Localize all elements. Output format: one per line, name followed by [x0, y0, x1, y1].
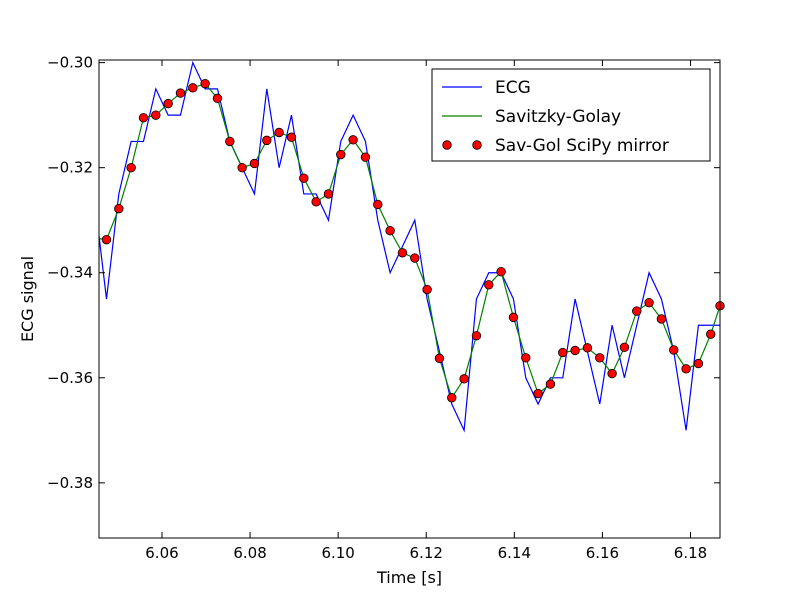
y-tick-label: −0.38: [47, 474, 93, 492]
data-point-sav-gol-scipy-mirror: [249, 158, 260, 169]
legend-label-savitzky-golay: Savitzky-Golay: [495, 107, 621, 127]
y-tick-label: −0.32: [47, 159, 93, 177]
data-point-sav-gol-scipy-mirror: [533, 388, 543, 399]
data-point-sav-gol-scipy-mirror: [138, 113, 149, 123]
x-tick-label: 6.18: [674, 544, 707, 562]
x-tick-label: 6.08: [233, 544, 266, 562]
data-point-sav-gol-scipy-mirror: [545, 379, 556, 389]
data-point-sav-gol-scipy-mirror: [237, 162, 247, 173]
data-point-sav-gol-scipy-mirror: [385, 226, 395, 236]
data-point-sav-gol-scipy-mirror: [496, 266, 506, 277]
data-point-sav-gol-scipy-mirror: [570, 345, 580, 356]
data-point-sav-gol-scipy-mirror: [607, 368, 617, 379]
data-point-sav-gol-scipy-mirror: [410, 253, 420, 263]
data-point-sav-gol-scipy-mirror: [595, 353, 605, 363]
data-point-sav-gol-scipy-mirror: [693, 358, 704, 369]
data-point-sav-gol-scipy-mirror: [225, 136, 235, 147]
y-tick-label: −0.30: [47, 54, 93, 72]
y-axis-label: ECG signal: [18, 256, 37, 342]
data-point-sav-gol-scipy-mirror: [200, 78, 210, 89]
y-tick-label: −0.36: [47, 369, 93, 387]
legend-marker-sav-gol-scipy-mirror: [472, 140, 482, 150]
legend-marker-sav-gol-scipy-mirror: [442, 140, 452, 150]
data-point-sav-gol-scipy-mirror: [619, 342, 630, 353]
data-point-sav-gol-scipy-mirror: [484, 280, 494, 290]
data-point-sav-gol-scipy-mirror: [706, 329, 716, 339]
data-point-sav-gol-scipy-mirror: [681, 364, 691, 374]
data-point-sav-gol-scipy-mirror: [632, 306, 642, 316]
data-point-sav-gol-scipy-mirror: [323, 189, 334, 199]
data-point-sav-gol-scipy-mirror: [644, 297, 654, 308]
series-line-savitzky-golay: [99, 82, 720, 400]
data-point-sav-gol-scipy-mirror: [521, 353, 531, 363]
data-point-sav-gol-scipy-mirror: [274, 127, 284, 138]
series-line-ecg: [99, 60, 720, 433]
y-tick-label: −0.34: [47, 264, 93, 282]
data-point-sav-gol-scipy-mirror: [434, 353, 445, 364]
data-point-sav-gol-scipy-mirror: [151, 110, 161, 120]
data-point-sav-gol-scipy-mirror: [262, 135, 272, 146]
data-point-sav-gol-scipy-mirror: [422, 284, 432, 295]
x-tick-label: 6.16: [586, 544, 619, 562]
data-point-sav-gol-scipy-mirror: [508, 312, 519, 323]
x-tick-label: 6.10: [321, 544, 354, 562]
data-point-sav-gol-scipy-mirror: [175, 88, 186, 98]
data-point-sav-gol-scipy-mirror: [447, 393, 457, 403]
data-point-sav-gol-scipy-mirror: [336, 149, 346, 160]
data-point-sav-gol-scipy-mirror: [348, 135, 358, 145]
plot-frame: [98, 59, 721, 539]
x-tick-label: 6.06: [145, 544, 178, 562]
legend-label-ecg: ECG: [495, 78, 531, 98]
data-point-sav-gol-scipy-mirror: [299, 173, 309, 183]
data-point-sav-gol-scipy-mirror: [163, 98, 173, 109]
data-point-sav-gol-scipy-mirror: [582, 343, 593, 353]
data-point-sav-gol-scipy-mirror: [459, 374, 469, 384]
data-point-sav-gol-scipy-mirror: [669, 345, 679, 355]
data-point-sav-gol-scipy-mirror: [656, 314, 667, 324]
data-point-sav-gol-scipy-mirror: [373, 199, 383, 210]
x-tick-label: 6.14: [498, 544, 531, 562]
data-point-sav-gol-scipy-mirror: [286, 132, 297, 142]
data-point-sav-gol-scipy-mirror: [397, 248, 408, 258]
x-tick-label: 6.12: [410, 544, 443, 562]
data-point-sav-gol-scipy-mirror: [114, 203, 124, 214]
data-point-sav-gol-scipy-mirror: [212, 93, 223, 104]
data-point-sav-gol-scipy-mirror: [126, 162, 136, 173]
legend: ECG Savitzky-Golay Sav-Gol SciPy mirror: [431, 68, 711, 162]
data-point-sav-gol-scipy-mirror: [558, 347, 568, 358]
legend-label-sav-gol-scipy-mirror: Sav-Gol SciPy mirror: [495, 136, 669, 156]
data-point-sav-gol-scipy-mirror: [188, 83, 198, 93]
data-point-sav-gol-scipy-mirror: [471, 331, 482, 341]
data-point-sav-gol-scipy-mirror: [311, 197, 321, 207]
data-point-sav-gol-scipy-mirror: [360, 152, 371, 162]
data-point-sav-gol-scipy-mirror: [101, 234, 112, 245]
x-axis-label: Time [s]: [376, 568, 442, 587]
